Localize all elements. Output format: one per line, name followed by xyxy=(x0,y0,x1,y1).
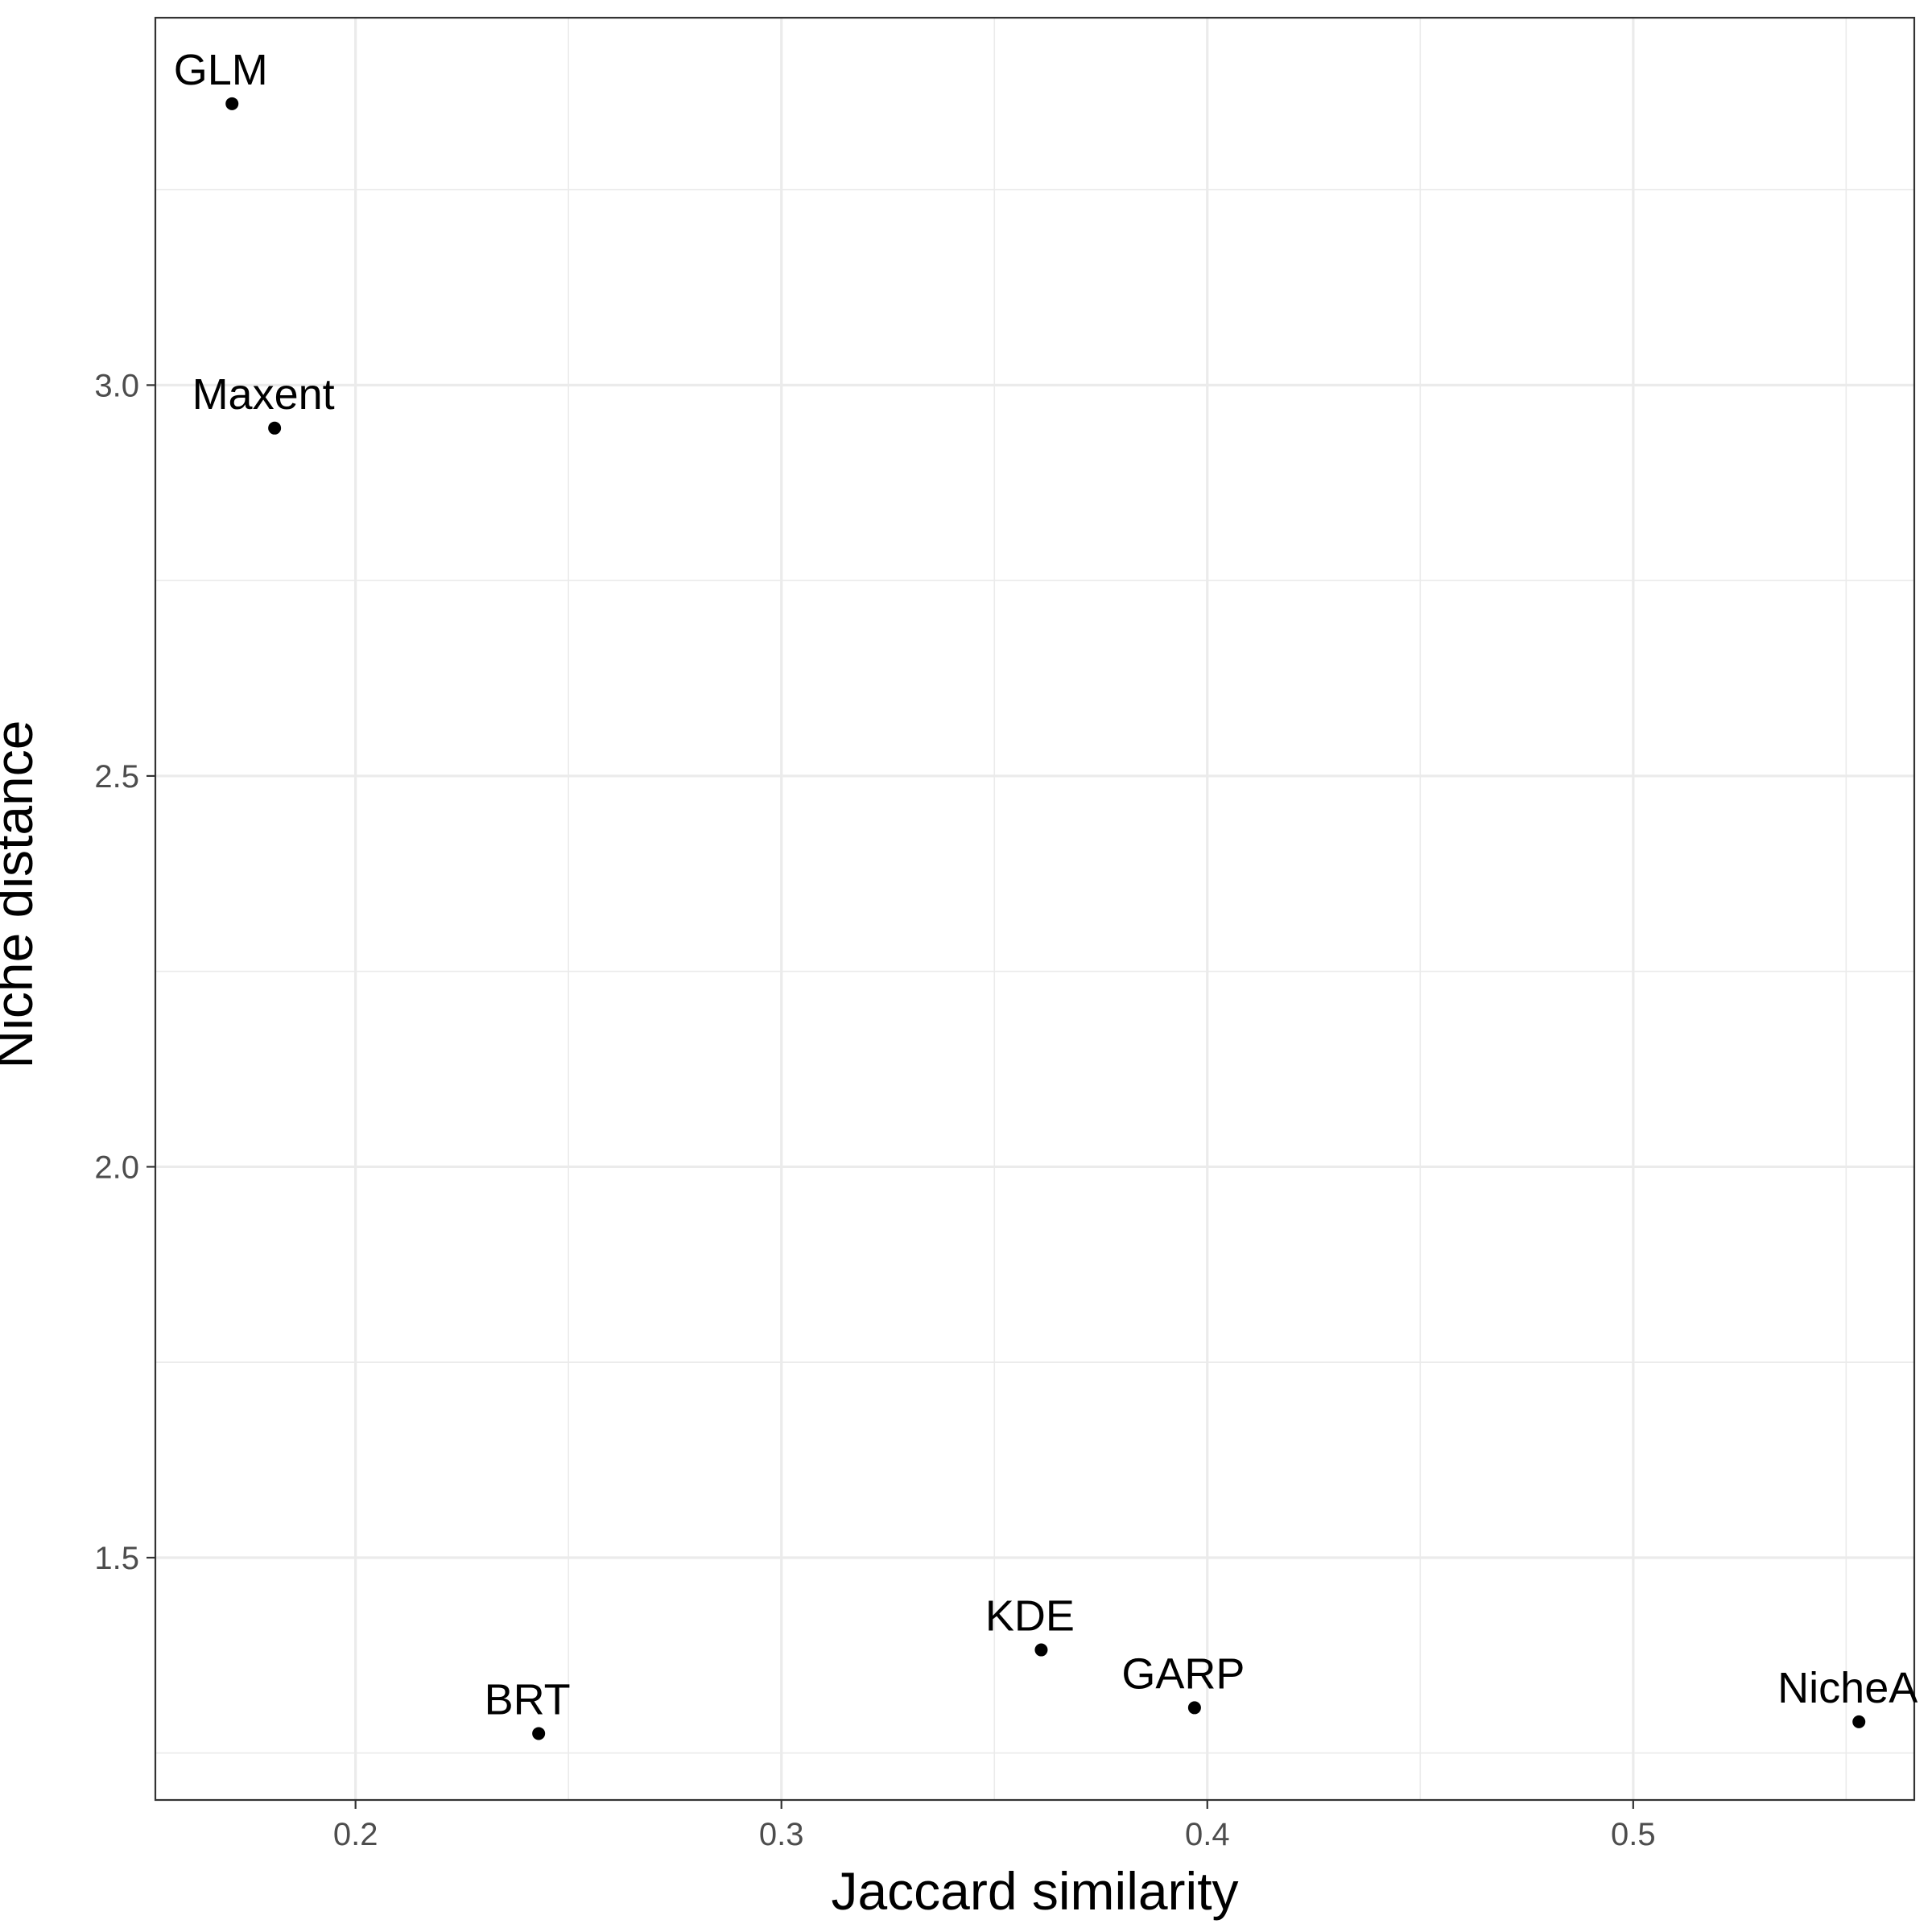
point-label: GLM xyxy=(174,46,268,94)
y-tick-label: 2.5 xyxy=(94,759,139,795)
x-tick-label: 0.4 xyxy=(1185,1817,1230,1852)
minor-gridlines xyxy=(155,18,1914,1800)
point-label: BRT xyxy=(485,1675,571,1724)
data-point xyxy=(1034,1643,1048,1657)
y-axis-title: Niche distance xyxy=(0,720,43,1069)
panel-border xyxy=(154,16,1916,1802)
y-tick-label: 1.5 xyxy=(94,1541,139,1576)
data-point xyxy=(268,421,282,435)
point-label: KDE xyxy=(985,1592,1075,1641)
data-point xyxy=(1187,1701,1201,1715)
x-tick-label: 0.3 xyxy=(759,1817,804,1852)
x-tick-label: 0.5 xyxy=(1611,1817,1656,1852)
point-label: Maxent xyxy=(192,370,335,419)
y-tick-label: 2.0 xyxy=(94,1150,139,1185)
point-labels: GLM Maxent BRT KDE GARP NicheA xyxy=(174,46,1918,1724)
point-label: GARP xyxy=(1121,1649,1245,1698)
x-tick-label: 0.2 xyxy=(333,1817,378,1852)
y-tick-labels: 1.5 2.0 2.5 3.0 xyxy=(94,368,139,1576)
data-points xyxy=(225,97,1866,1740)
data-point xyxy=(532,1727,546,1740)
x-axis-title: Jaccard similarity xyxy=(831,1861,1238,1921)
data-point xyxy=(225,97,239,110)
y-tick-label: 3.0 xyxy=(94,368,139,403)
data-point xyxy=(1852,1715,1866,1728)
point-label: NicheA xyxy=(1777,1664,1918,1712)
major-gridlines xyxy=(155,18,1914,1800)
x-tick-labels: 0.2 0.3 0.4 0.5 xyxy=(333,1817,1656,1852)
axis-ticks xyxy=(147,384,1634,1809)
